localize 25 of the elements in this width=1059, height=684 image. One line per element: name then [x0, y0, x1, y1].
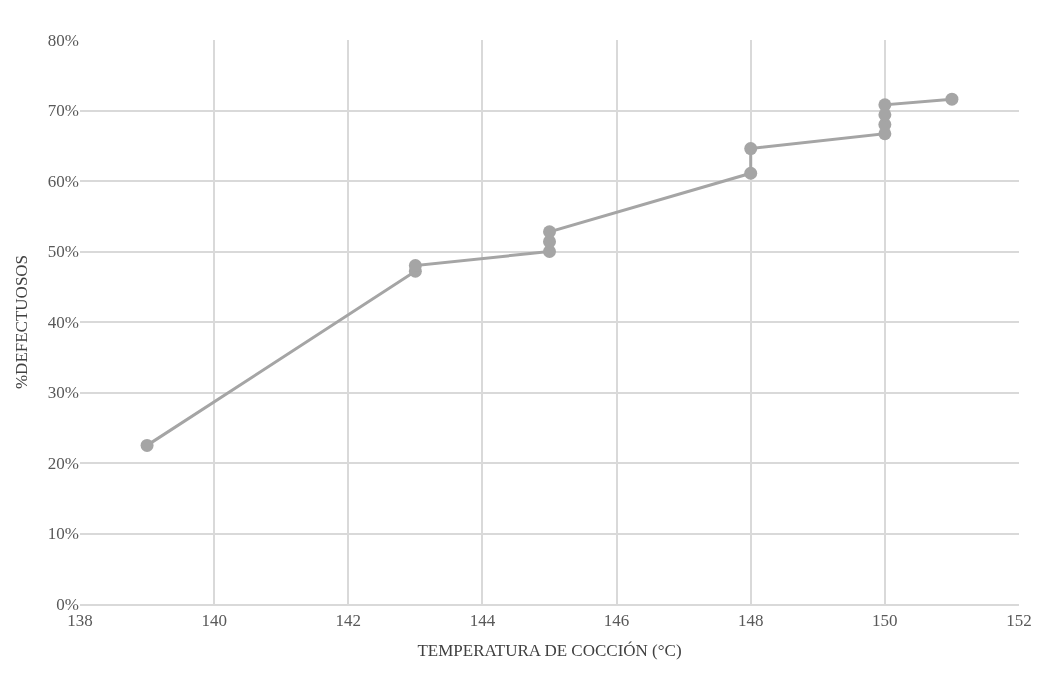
y-axis-title: %DEFECTUOSOS [12, 254, 32, 390]
x-tick-label: 146 [603, 611, 630, 631]
x-tick-label: 142 [335, 611, 362, 631]
x-tick-label: 150 [872, 611, 898, 631]
y-tick-label: 80% [47, 30, 79, 50]
x-tick-label: 140 [201, 611, 227, 631]
y-tick-label: 70% [47, 101, 79, 121]
point [543, 225, 556, 239]
x-axis-title: TEMPERATURA DE COCCIÓN (°C) [417, 641, 682, 661]
y-tick-label: 40% [47, 312, 79, 332]
y-tick-label: 0% [56, 594, 79, 614]
point [878, 98, 892, 112]
point [140, 438, 154, 452]
point [744, 142, 758, 156]
x-tick-label: 148 [737, 611, 764, 631]
y-tick-label: 60% [47, 171, 79, 191]
y-tick-label: 10% [47, 524, 79, 544]
y-tick-label: 30% [47, 383, 79, 403]
point [744, 166, 758, 180]
y-tick-label: 20% [47, 453, 79, 473]
x-tick-label: 138 [67, 611, 93, 631]
x-tick-label: 144 [469, 611, 496, 631]
x-tick-label: 152 [1006, 611, 1032, 631]
y-tick-label: 50% [47, 242, 79, 262]
point [945, 92, 959, 106]
